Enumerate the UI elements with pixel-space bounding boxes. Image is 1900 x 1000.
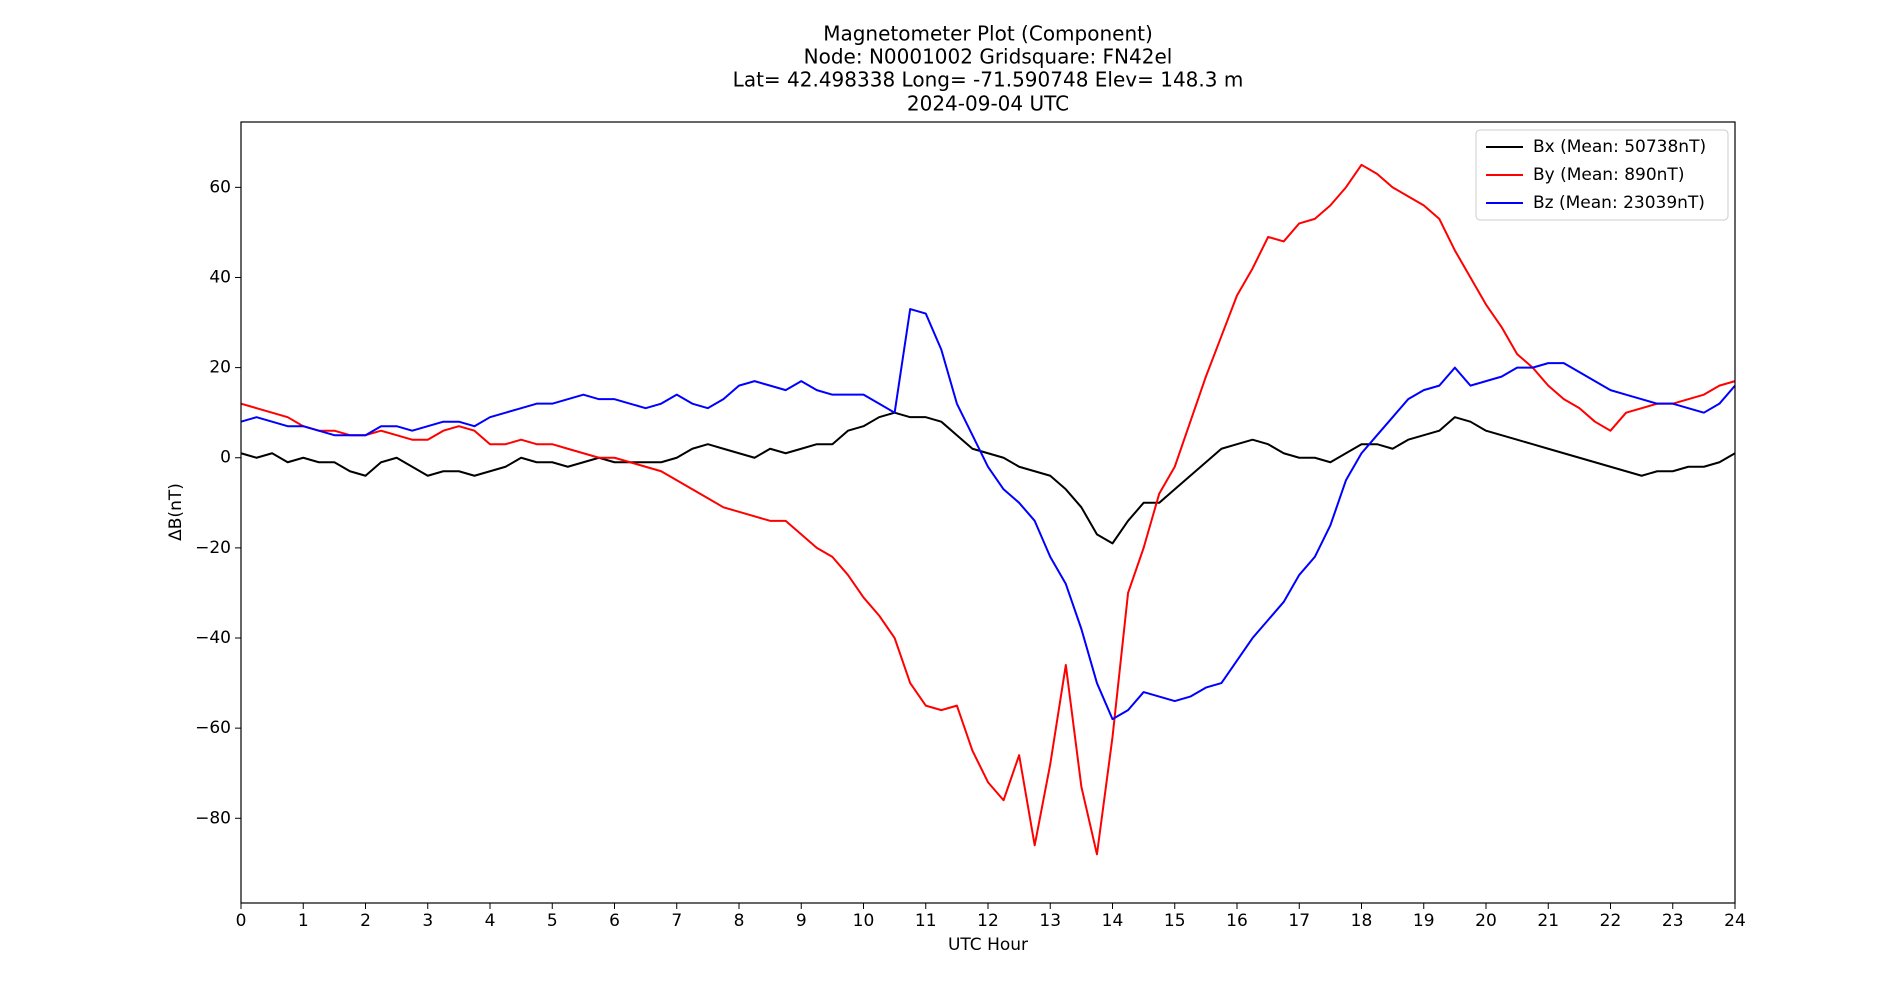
x-tick-label: 16 bbox=[1226, 911, 1248, 931]
x-tick-label: 3 bbox=[422, 911, 433, 931]
y-tick-label: −20 bbox=[195, 538, 231, 558]
x-tick-label: 19 bbox=[1413, 911, 1435, 931]
y-tick-label: 60 bbox=[209, 177, 231, 197]
x-tick-label: 12 bbox=[977, 911, 999, 931]
x-tick-label: 4 bbox=[485, 911, 496, 931]
x-tick-label: 18 bbox=[1351, 911, 1373, 931]
x-tick-label: 5 bbox=[547, 911, 558, 931]
x-axis-label: UTC Hour bbox=[948, 935, 1028, 955]
chart-subtitle: 2024-09-04 UTC bbox=[907, 92, 1069, 116]
x-tick-label: 1 bbox=[298, 911, 309, 931]
x-tick-label: 2 bbox=[360, 911, 371, 931]
y-tick-label: 40 bbox=[209, 267, 231, 287]
x-tick-label: 20 bbox=[1475, 911, 1497, 931]
chart-subtitle: Node: N0001002 Gridsquare: FN42el bbox=[804, 45, 1173, 69]
x-tick-label: 10 bbox=[853, 911, 875, 931]
y-tick-label: −60 bbox=[195, 718, 231, 738]
y-tick-label: 0 bbox=[220, 448, 231, 468]
x-tick-label: 24 bbox=[1724, 911, 1746, 931]
legend-label: Bx (Mean: 50738nT) bbox=[1533, 137, 1706, 157]
x-tick-label: 22 bbox=[1600, 911, 1622, 931]
x-tick-label: 6 bbox=[609, 911, 620, 931]
series-line bbox=[240, 163, 1736, 856]
x-tick-label: 11 bbox=[915, 911, 937, 931]
chart-subtitle: Lat= 42.498338 Long= -71.590748 Elev= 14… bbox=[733, 68, 1244, 92]
x-tick-label: 17 bbox=[1288, 911, 1310, 931]
y-tick-label: 20 bbox=[209, 358, 231, 378]
legend-box bbox=[1475, 129, 1729, 221]
x-tick-label: 13 bbox=[1039, 911, 1061, 931]
plot-frame bbox=[240, 121, 1736, 904]
chart-title: Magnetometer Plot (Component) bbox=[823, 22, 1153, 46]
x-tick-label: 8 bbox=[734, 911, 745, 931]
x-tick-label: 21 bbox=[1537, 911, 1559, 931]
y-axis-label: ΔB(nT) bbox=[166, 483, 186, 541]
x-tick-label: 15 bbox=[1164, 911, 1186, 931]
x-tick-label: 0 bbox=[236, 911, 247, 931]
x-tick-label: 9 bbox=[796, 911, 807, 931]
x-tick-label: 14 bbox=[1102, 911, 1124, 931]
x-tick-label: 23 bbox=[1662, 911, 1684, 931]
y-tick-label: −40 bbox=[195, 628, 231, 648]
y-tick-label: −80 bbox=[195, 808, 231, 828]
legend-label: By (Mean: 890nT) bbox=[1533, 165, 1684, 185]
series-line bbox=[240, 411, 1736, 545]
series-line bbox=[240, 308, 1736, 721]
x-tick-label: 7 bbox=[671, 911, 682, 931]
legend-label: Bz (Mean: 23039nT) bbox=[1533, 193, 1705, 213]
